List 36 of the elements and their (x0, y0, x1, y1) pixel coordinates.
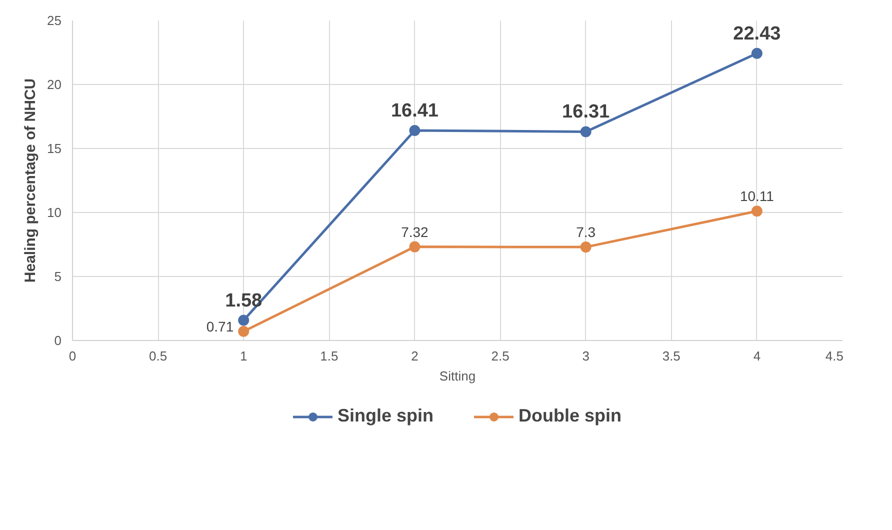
legend-label: Single spin (337, 406, 434, 426)
y-tick-label: 5 (54, 269, 62, 284)
y-tick-label: 15 (47, 141, 62, 156)
x-tick-label: 1 (240, 348, 248, 364)
data-label: 16.31 (562, 102, 610, 123)
point (409, 124, 420, 136)
x-tick-label: 2.5 (491, 348, 510, 364)
x-tick-label: 0.5 (149, 348, 168, 364)
data-label: 0.71 (206, 318, 234, 334)
data-label: 22.43 (733, 23, 781, 44)
data-label: 7.3 (576, 224, 596, 240)
point (238, 326, 250, 337)
legend-label: Double spin (518, 406, 622, 426)
point (751, 48, 762, 59)
x-tick-label: 3.5 (662, 348, 680, 364)
data-label: 1.58 (225, 290, 262, 312)
y-tick-label: 25 (47, 13, 62, 28)
x-tick-label: 3 (582, 348, 590, 364)
x-tick-label: 4.5 (825, 348, 844, 364)
y-tick-label: 20 (47, 77, 62, 92)
data-label: 7.32 (401, 224, 429, 240)
x-tick-label: 0 (68, 348, 76, 364)
x-tick-label: 4 (753, 348, 761, 364)
y-axis-title: Healing percentage of NHCU (22, 78, 40, 283)
point (580, 242, 592, 253)
data-label: 16.41 (390, 100, 439, 122)
x-tick-label: 2 (411, 348, 418, 364)
x-axis-title: Sitting (439, 368, 476, 384)
y-tick-label: 10 (47, 205, 62, 220)
point (409, 241, 420, 252)
data-label: 10.11 (740, 188, 774, 204)
point (238, 314, 250, 326)
point (580, 126, 592, 138)
point (751, 206, 762, 217)
y-tick-label: 0 (54, 333, 62, 348)
x-tick-label: 1.5 (320, 348, 338, 364)
